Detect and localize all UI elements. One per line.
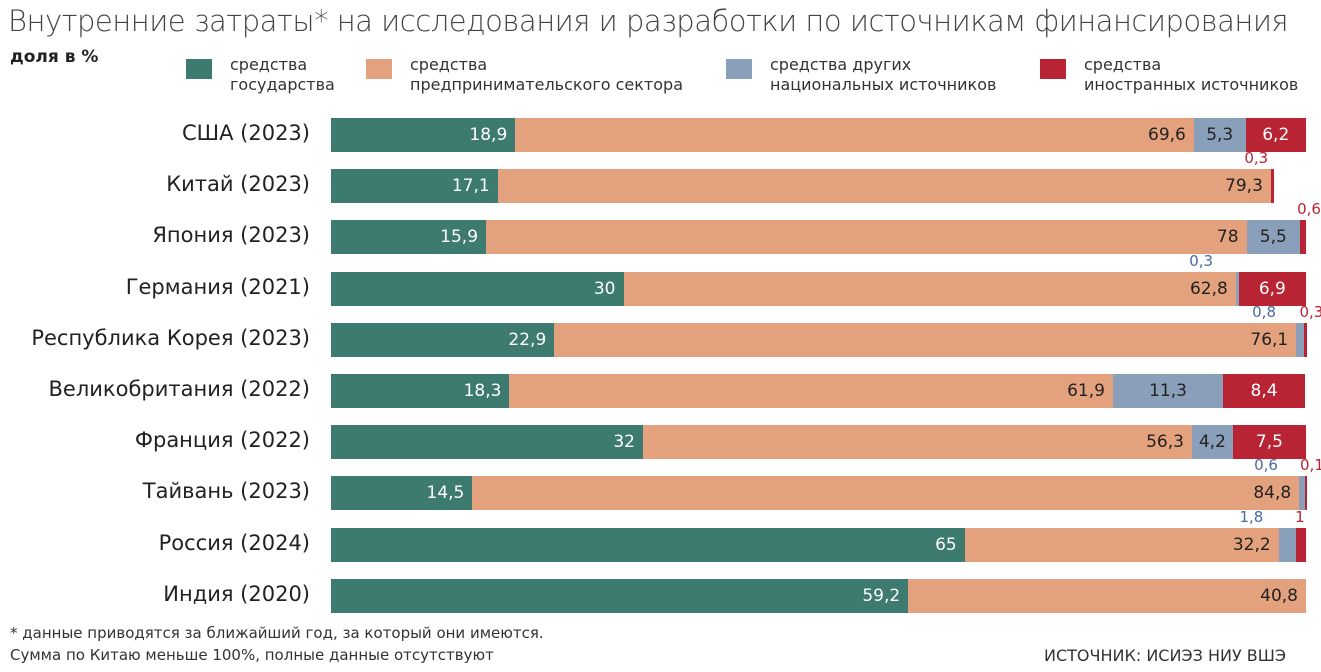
bar-segment [331, 527, 965, 562]
data-label: 0,6 [1254, 456, 1278, 475]
bar-segment [331, 271, 624, 306]
bar-segment [486, 220, 1247, 255]
bar-segment [554, 322, 1297, 357]
data-label: 15,9 [440, 227, 479, 248]
data-label: 17,1 [451, 176, 490, 197]
data-label: 5,3 [1206, 125, 1234, 145]
data-label: 76,1 [1250, 329, 1289, 350]
data-label: 0,6 [1297, 200, 1321, 219]
legend-label: средства предпринимательского сектора [410, 55, 683, 94]
category-label: Великобритания (2022) [48, 377, 310, 401]
footnote-1: * данные приводятся за ближайший год, за… [10, 624, 544, 642]
bar-segment [1235, 271, 1239, 306]
category-label: Китай (2023) [166, 172, 310, 197]
bar-segment [643, 425, 1192, 460]
legend-swatch [186, 59, 212, 79]
data-label: 84,8 [1253, 483, 1292, 504]
data-label: 79,3 [1225, 176, 1263, 197]
data-label: 65 [935, 534, 957, 555]
source: ИСТОЧНИК: ИСИЭЗ НИУ ВШЭ [1044, 646, 1287, 665]
category-label: Тайвань (2023) [142, 479, 310, 504]
bar-segment [1296, 322, 1305, 357]
bar-segment [331, 322, 555, 357]
category-label: Индия (2020) [163, 581, 310, 606]
bar-segment [1193, 118, 1246, 152]
data-label: 0,3 [1299, 302, 1321, 321]
bar-segment [1305, 476, 1308, 511]
legend-swatch [726, 59, 752, 79]
data-label: 59,2 [862, 585, 901, 606]
data-label: 78 [1216, 227, 1239, 248]
category-label: Республика Корея (2023) [31, 325, 310, 350]
bar-segment [908, 578, 1306, 613]
legend-swatch [1040, 59, 1066, 79]
bar-segment [509, 374, 1113, 408]
data-label: 6,2 [1262, 125, 1290, 145]
data-label: 8,4 [1250, 381, 1278, 401]
bar-segment [331, 118, 516, 152]
data-label: 69,6 [1148, 125, 1186, 145]
category-label: Франция (2022) [134, 428, 310, 453]
legend-swatch [366, 59, 392, 79]
category-label: Россия (2024) [158, 530, 310, 555]
bar-segment [1299, 476, 1306, 511]
bar-segment [964, 527, 1279, 562]
data-label: 0,3 [1244, 149, 1269, 168]
data-label: 62,8 [1189, 278, 1228, 299]
data-label: 18,9 [469, 125, 508, 145]
bar-segment [1246, 220, 1301, 255]
category-label: Германия (2021) [125, 274, 310, 299]
bar-segment [1245, 118, 1306, 152]
category-label: США (2023) [182, 121, 310, 145]
legend-label: средства других национальных источников [770, 55, 997, 94]
bar-segment [1270, 169, 1274, 204]
data-label: 1 [1295, 507, 1305, 526]
data-label: 32,2 [1232, 534, 1271, 555]
data-label: 11,3 [1149, 381, 1187, 401]
bar-segment [1296, 527, 1306, 562]
data-label: 32 [613, 432, 635, 453]
bar-segment [1191, 425, 1233, 460]
bar-segment [1238, 271, 1306, 306]
data-label: 1,8 [1239, 507, 1264, 526]
bar-segment [331, 374, 510, 408]
category-label: Япония (2023) [152, 223, 310, 248]
data-label: 22,9 [508, 329, 547, 350]
data-label: 0,8 [1252, 302, 1276, 321]
bar-segment [331, 169, 498, 204]
data-label: 56,3 [1146, 432, 1184, 453]
bar-segment [1223, 374, 1306, 408]
bar-segment [331, 476, 473, 511]
legend-label: средства государства [230, 55, 335, 94]
bar-segment [331, 578, 909, 613]
data-label: 4,2 [1198, 432, 1226, 453]
footnote-2: Сумма по Китаю меньше 100%, полные данны… [10, 646, 494, 664]
chart-title: Внутренние затраты* на исследования и ра… [8, 4, 1289, 38]
data-label: 7,5 [1255, 432, 1283, 453]
data-label: 18,3 [463, 381, 502, 401]
bar-segment [623, 271, 1236, 306]
bar-segment [1112, 374, 1224, 408]
bar-segment [1300, 220, 1306, 255]
data-label: 14,5 [426, 483, 465, 504]
unit-label: доля в % [10, 47, 99, 67]
bar-segment [331, 425, 643, 460]
data-label: 30 [593, 278, 616, 299]
data-label: 61,9 [1067, 381, 1105, 401]
data-label: 0,3 [1189, 251, 1214, 270]
bar-segment [1304, 322, 1307, 357]
bar-segment [1278, 527, 1297, 562]
legend-label: средства иностранных источников [1084, 55, 1299, 94]
bar-segment [472, 476, 1300, 511]
data-label: 0,1 [1300, 456, 1321, 475]
bar-segment [515, 118, 1194, 152]
bar-segment [1232, 425, 1306, 460]
bar-segment [497, 169, 1271, 204]
data-label: 6,9 [1258, 278, 1286, 299]
data-label: 5,5 [1259, 227, 1287, 248]
data-label: 40,8 [1260, 585, 1298, 606]
bar-segment [331, 220, 487, 255]
